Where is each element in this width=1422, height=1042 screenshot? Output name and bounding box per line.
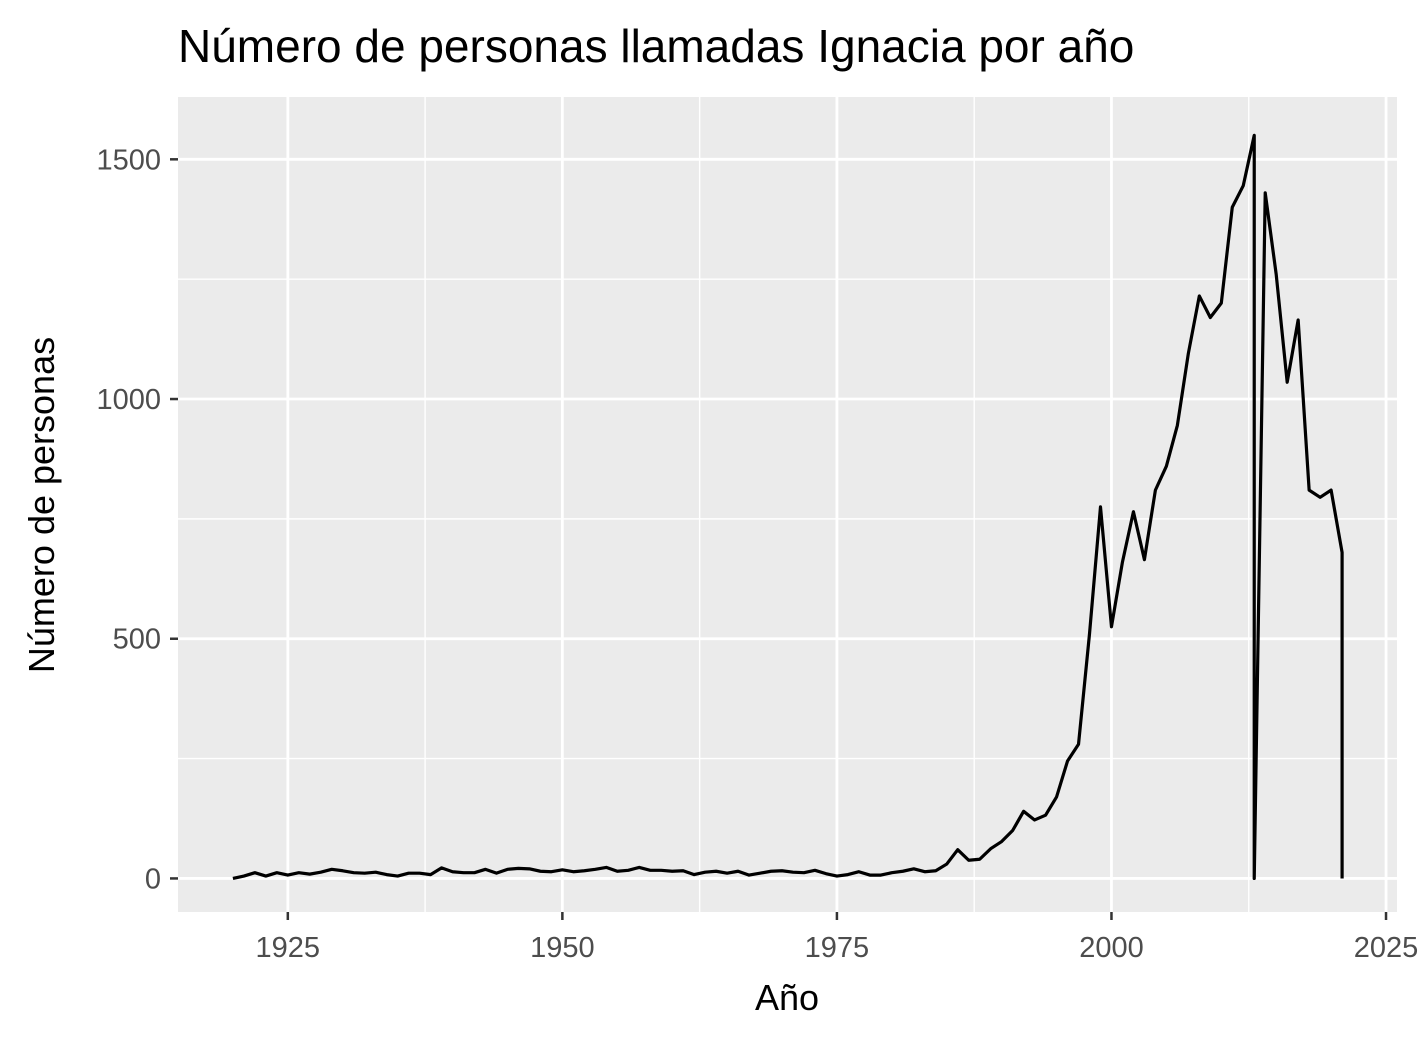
x-axis: 1925 1950 1975 2000 2025 xyxy=(256,912,1419,964)
y-axis-title: Número de personas xyxy=(21,337,62,673)
chart-title: Número de personas llamadas Ignacia por … xyxy=(178,20,1134,72)
x-tick-label: 2000 xyxy=(1079,932,1144,964)
series-line xyxy=(232,133,1344,881)
x-tick-label: 1975 xyxy=(805,932,870,964)
y-tick-label: 500 xyxy=(113,624,161,656)
major-gridlines xyxy=(178,97,1397,912)
x-tick-label: 1925 xyxy=(256,932,321,964)
x-tick-label: 1950 xyxy=(530,932,595,964)
y-tick-label: 1000 xyxy=(96,384,161,416)
x-axis-title: Año xyxy=(755,977,819,1018)
x-tick-label: 2025 xyxy=(1354,932,1419,964)
plot-panel xyxy=(178,97,1397,912)
y-axis: 0 500 1000 1500 xyxy=(96,144,178,895)
minor-gridlines xyxy=(178,97,1397,912)
y-tick-label: 1500 xyxy=(96,144,161,176)
y-tick-label: 0 xyxy=(145,863,161,895)
